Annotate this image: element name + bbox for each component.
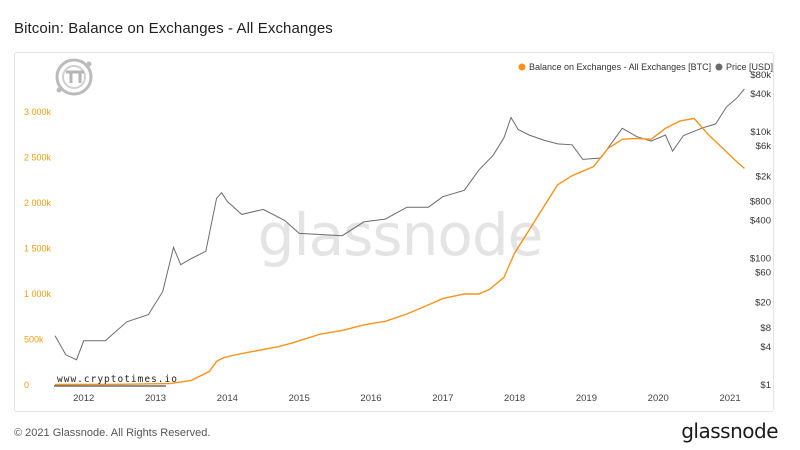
right-tick-label: $20 bbox=[755, 298, 771, 309]
chart-card bbox=[14, 52, 774, 412]
x-tick-label: 2017 bbox=[432, 393, 453, 404]
legend-balance-swatch bbox=[518, 63, 526, 71]
balance-series-line bbox=[54, 117, 745, 386]
price-series-line bbox=[54, 88, 745, 361]
right-tick-label: $40k bbox=[750, 89, 771, 100]
left-tick-label: 3 000k bbox=[24, 107, 52, 117]
source-label: www.cryptotimes.io bbox=[57, 374, 178, 385]
right-tick-label: $8 bbox=[760, 323, 771, 334]
x-axis: 2012 2013 2014 2015 2016 2017 2018 2019 2020 2021 bbox=[73, 393, 740, 404]
left-axis: 0 500k 1 000k 1 500k 2 000k 2 500k 3 000k bbox=[24, 107, 52, 390]
right-tick-label: $60 bbox=[755, 268, 771, 279]
left-tick-label: 1 500k bbox=[24, 244, 52, 254]
left-tick-label: 500k bbox=[24, 335, 44, 345]
x-tick-label: 2021 bbox=[719, 393, 740, 404]
right-tick-label: $2k bbox=[756, 171, 772, 182]
right-tick-label: $400 bbox=[750, 215, 771, 226]
x-tick-label: 2019 bbox=[576, 393, 597, 404]
cryptotimes-logo-icon bbox=[55, 58, 93, 96]
right-tick-label: $6k bbox=[756, 141, 772, 152]
x-tick-label: 2020 bbox=[648, 393, 669, 404]
x-tick-label: 2013 bbox=[145, 393, 166, 404]
legend-price-swatch bbox=[715, 63, 723, 71]
left-tick-label: 0 bbox=[24, 380, 29, 390]
left-tick-label: 2 500k bbox=[24, 153, 52, 163]
legend-price-label: Price [USD] bbox=[726, 62, 773, 72]
right-tick-label: $4 bbox=[760, 342, 771, 353]
legend: Balance on Exchanges - All Exchanges [BT… bbox=[518, 62, 773, 72]
right-tick-label: $1 bbox=[760, 380, 771, 391]
right-tick-label: $800 bbox=[750, 196, 771, 207]
x-tick-label: 2015 bbox=[289, 393, 310, 404]
glassnode-brand-logo[interactable]: glassnode bbox=[681, 419, 778, 443]
watermark: glassnode bbox=[258, 201, 543, 269]
right-tick-label: $100 bbox=[750, 254, 771, 265]
right-tick-label: $10k bbox=[750, 127, 771, 138]
x-tick-label: 2012 bbox=[73, 393, 94, 404]
legend-balance-label: Balance on Exchanges - All Exchanges [BT… bbox=[529, 62, 711, 72]
x-tick-label: 2016 bbox=[360, 393, 381, 404]
right-axis: $1 $4 $8 $20 $60 $100 $400 $800 $2k $6k $10k $40k $8… bbox=[750, 70, 771, 391]
x-tick-label: 2018 bbox=[504, 393, 525, 404]
chart-title: Bitcoin: Balance on Exchanges - All Exch… bbox=[14, 20, 333, 37]
left-tick-label: 2 000k bbox=[24, 198, 52, 208]
copyright-footer: © 2021 Glassnode. All Rights Reserved. bbox=[14, 427, 211, 439]
left-tick-label: 1 000k bbox=[24, 289, 52, 299]
x-tick-label: 2014 bbox=[217, 393, 238, 404]
right-tick-label: $80k bbox=[750, 70, 771, 81]
